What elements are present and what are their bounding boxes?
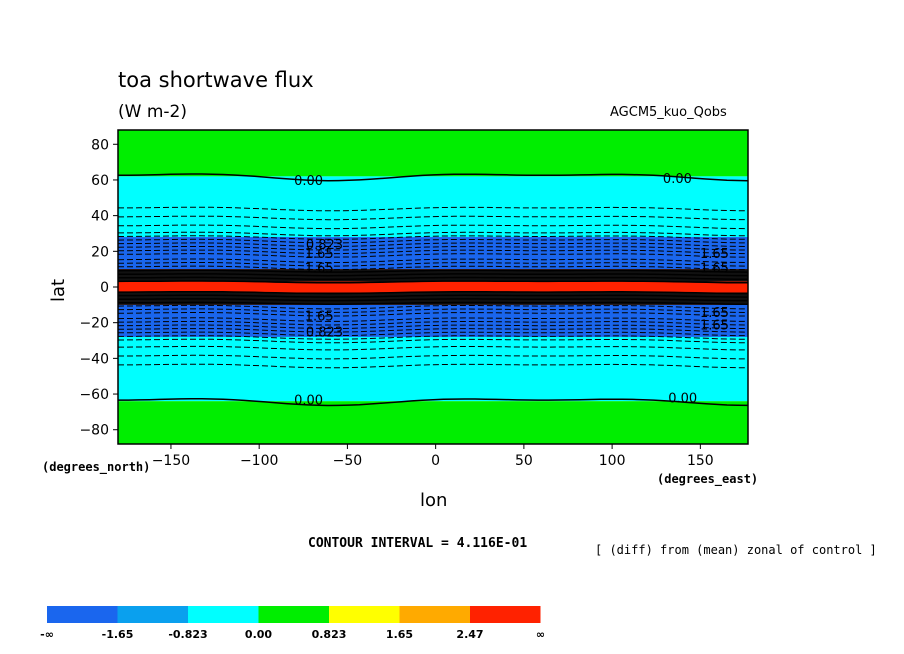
colorbar-label: -1.65 bbox=[102, 628, 134, 641]
contour-label: 0.823 bbox=[306, 326, 343, 341]
y-axis-unit: (degrees_north) bbox=[42, 460, 151, 474]
contour-line bbox=[118, 324, 748, 329]
contour-line bbox=[118, 354, 748, 360]
colorbar-label: 0.00 bbox=[245, 628, 272, 641]
filled-band bbox=[118, 401, 748, 444]
x-tick-label: −100 bbox=[240, 453, 278, 469]
chart-title: toa shortwave flux bbox=[118, 68, 314, 92]
contour-interval: CONTOUR INTERVAL = 4.116E-01 bbox=[308, 536, 528, 551]
contour-line bbox=[118, 398, 748, 407]
contour-line bbox=[118, 273, 748, 277]
contour-line bbox=[118, 338, 748, 344]
y-tick-label: −60 bbox=[79, 387, 109, 403]
colorbar-label: 1.65 bbox=[386, 628, 413, 641]
contour-label: 1.65 bbox=[700, 318, 729, 333]
x-tick-label: 150 bbox=[687, 453, 714, 469]
contour-line bbox=[118, 294, 748, 298]
x-axis-unit: (degrees_east) bbox=[657, 472, 759, 486]
colorbar-swatch bbox=[258, 606, 329, 623]
y-tick-label: 20 bbox=[91, 244, 109, 260]
filled-band bbox=[118, 336, 748, 402]
filled-band bbox=[118, 176, 748, 238]
contour-line bbox=[118, 206, 748, 212]
colorbar-swatch bbox=[329, 606, 400, 623]
chart-units: (W m-2) bbox=[118, 102, 187, 122]
contour-line bbox=[118, 331, 748, 337]
contour-label: 1.65 bbox=[700, 247, 729, 262]
contour-line bbox=[118, 258, 748, 263]
contour-line bbox=[118, 280, 748, 284]
contour-label: 0.823 bbox=[306, 238, 343, 253]
colorbar-label: ∞ bbox=[536, 628, 545, 641]
contour-line bbox=[118, 238, 748, 244]
colorbar-swatch bbox=[399, 606, 470, 623]
colorbar-swatch bbox=[470, 606, 541, 623]
x-axis-label: lon bbox=[420, 490, 448, 511]
contour-line bbox=[118, 312, 748, 317]
contour-label: 1.65 bbox=[305, 261, 334, 276]
contour-line bbox=[118, 262, 748, 267]
contour-line bbox=[118, 308, 748, 314]
filled-band bbox=[118, 130, 748, 177]
contour-line bbox=[118, 242, 748, 248]
contour-line bbox=[118, 276, 748, 280]
contour-label: 0.00 bbox=[294, 174, 323, 189]
contour-line bbox=[118, 328, 748, 333]
contour-label: 0.00 bbox=[294, 393, 323, 408]
contour-label: 1.65 bbox=[305, 310, 334, 325]
contour-label: 0.00 bbox=[668, 392, 697, 407]
diff-note: [ (diff) from (mean) zonal of control ] bbox=[595, 543, 877, 557]
colorbar-label: 0.823 bbox=[312, 628, 347, 641]
contour-line bbox=[118, 320, 748, 326]
y-tick-label: 40 bbox=[91, 209, 109, 225]
colorbar-label: -0.823 bbox=[168, 628, 207, 641]
colorbar-label: -∞ bbox=[40, 628, 54, 641]
contour-line bbox=[118, 253, 748, 258]
filled-band bbox=[118, 304, 748, 337]
contour-line bbox=[118, 249, 748, 255]
colorbar-label: 2.47 bbox=[456, 628, 483, 641]
contour-line bbox=[118, 269, 748, 273]
x-tick-label: −50 bbox=[333, 453, 363, 469]
model-name: AGCM5_kuo_Qobs bbox=[610, 105, 727, 120]
contour-line bbox=[118, 298, 748, 302]
y-tick-label: −40 bbox=[79, 351, 109, 367]
y-tick-label: 80 bbox=[91, 137, 109, 153]
contour-line bbox=[118, 345, 748, 351]
contour-line bbox=[118, 301, 748, 305]
contour-line bbox=[118, 335, 748, 340]
y-tick-label: −80 bbox=[79, 423, 109, 439]
filled-band bbox=[118, 281, 748, 293]
y-tick-label: 0 bbox=[100, 280, 109, 296]
y-tick-label: −20 bbox=[79, 316, 109, 332]
contour-line bbox=[118, 224, 748, 230]
contour-line bbox=[118, 363, 748, 369]
colorbar-swatch bbox=[47, 606, 118, 623]
x-tick-label: 50 bbox=[515, 453, 533, 469]
colorbar-swatch bbox=[117, 606, 188, 623]
contour-line bbox=[118, 231, 748, 237]
contour-line bbox=[118, 304, 748, 310]
contour-label: 1.65 bbox=[305, 247, 334, 262]
x-tick-label: −150 bbox=[152, 453, 190, 469]
contour-label: 1.65 bbox=[700, 306, 729, 321]
y-tick-label: 60 bbox=[91, 173, 109, 189]
contour-line bbox=[118, 317, 748, 322]
contour-line bbox=[118, 235, 748, 240]
contour-line bbox=[118, 246, 748, 251]
contour-line bbox=[118, 173, 748, 182]
contour-line bbox=[118, 290, 748, 295]
x-tick-label: 100 bbox=[599, 453, 626, 469]
x-tick-label: 0 bbox=[431, 453, 440, 469]
contour-line bbox=[118, 265, 748, 271]
filled-band bbox=[118, 237, 748, 270]
contour-label: 1.65 bbox=[700, 261, 729, 276]
contour-line bbox=[118, 215, 748, 221]
colorbar-swatch bbox=[188, 606, 259, 623]
contour-label: 0.00 bbox=[663, 172, 692, 187]
